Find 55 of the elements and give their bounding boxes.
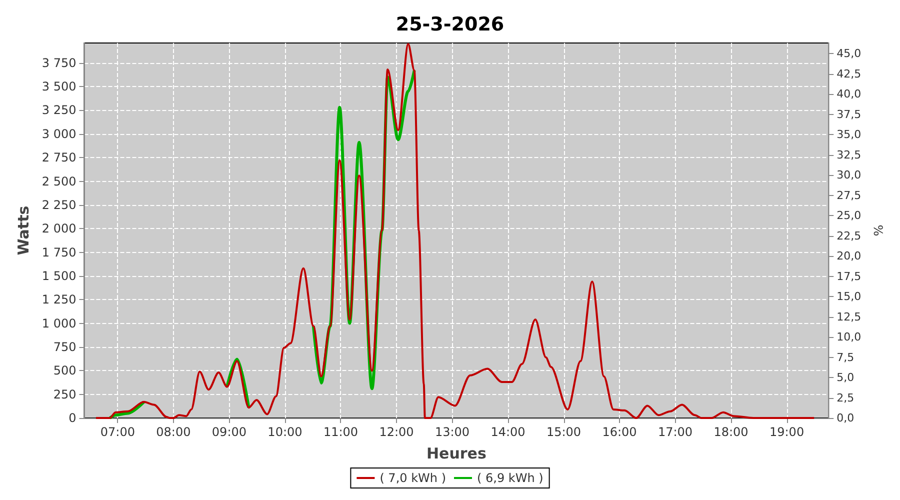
y2-tick-label: 10,0: [836, 330, 862, 344]
y-tick-label: 1 250: [42, 292, 76, 307]
chart-title: 25-3-2026: [396, 14, 504, 36]
y-tick-label: 3 250: [42, 103, 76, 118]
y-tick-label: 250: [53, 387, 76, 402]
legend-label: ( 6,9 kWh ): [477, 471, 544, 485]
y2-tick-label: 2,5: [836, 391, 854, 404]
y2-tick-label: 40,0: [836, 88, 862, 101]
line-series: [94, 42, 816, 419]
y-tick-label: 2 250: [42, 198, 76, 212]
y2-tick-label: 5,0: [836, 371, 854, 384]
y-tick-label: 1 500: [42, 268, 76, 283]
y-tick-label: 2 500: [42, 174, 76, 188]
y-tick-label: 0: [68, 411, 76, 425]
y2-axis-title: %: [871, 224, 885, 236]
x-tick-label: 16:00: [602, 425, 637, 439]
y2-tick-label: 27,5: [836, 188, 862, 202]
y2-tick-label: 45,0: [836, 47, 862, 60]
x-tick-label: 13:00: [434, 425, 470, 439]
y2-tick-label: 20,0: [836, 250, 862, 263]
x-axis-title: Heures: [426, 444, 486, 462]
y2-tick-label: 25,0: [836, 209, 862, 222]
y-axis-title: Watts: [14, 206, 32, 256]
y2-tick-label: 35,0: [836, 128, 862, 142]
x-tick-label: 11:00: [323, 425, 358, 439]
x-tick-label: 17:00: [658, 425, 693, 439]
y2-tick-label: 22,5: [836, 229, 862, 242]
y2-tick-label: 32,5: [836, 148, 862, 162]
y2-tick-label: 15,0: [836, 290, 862, 304]
x-tick-label: 14:00: [490, 425, 526, 439]
y-tick-label: 3 750: [42, 56, 76, 70]
x-tick-label: 18:00: [714, 425, 748, 439]
y2-tick-label: 17,5: [836, 270, 862, 283]
y-tick-label: 2 750: [42, 150, 76, 165]
y-tick-label: 1 750: [42, 245, 76, 260]
y-tick-label: 500: [53, 364, 76, 378]
x-tick-label: 07:00: [100, 425, 136, 439]
x-tick-label: 08:00: [156, 425, 191, 439]
y-tick-label: 3 000: [42, 126, 76, 141]
y-tick-label: 3 500: [42, 80, 76, 94]
legend-label: ( 7,0 kWh ): [380, 471, 446, 485]
x-tick-label: 09:00: [212, 425, 247, 439]
y2-tick-label: 37,5: [836, 108, 862, 121]
y-tick-label: 2 000: [42, 222, 76, 236]
y2-tick-label: 7,5: [836, 350, 854, 364]
y-tick-label: 1 000: [42, 316, 76, 330]
x-tick-label: 19:00: [769, 425, 804, 439]
y2-tick-label: 0,0: [836, 412, 854, 424]
x-tick-label: 15:00: [546, 425, 582, 439]
x-tick-label: 12:00: [379, 425, 414, 439]
x-tick-label: 10:00: [268, 425, 302, 439]
y-tick-label: 750: [53, 340, 76, 354]
y2-tick-label: 12,5: [836, 310, 862, 324]
y2-tick-label: 30,0: [836, 168, 862, 182]
y2-tick-label: 42,5: [836, 67, 862, 80]
